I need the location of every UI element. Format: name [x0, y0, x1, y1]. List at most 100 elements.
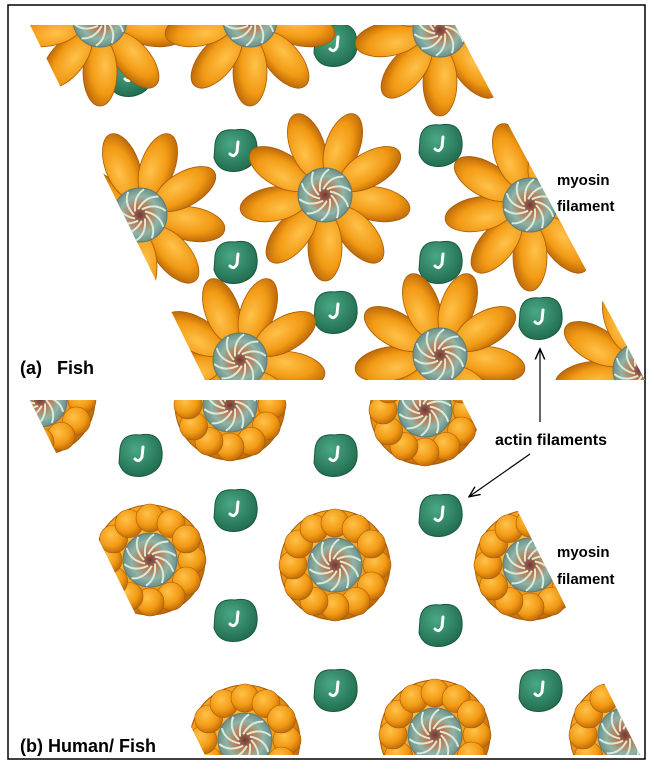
myosin-head	[632, 685, 654, 713]
myosin-head	[17, 0, 93, 26]
myosin-head	[174, 391, 202, 419]
myosin-head	[457, 700, 485, 728]
panel-label: (b) Human/ Fish	[20, 736, 156, 756]
myosin-head	[0, 386, 12, 414]
myosin-head	[630, 283, 654, 359]
myosin-head	[516, 509, 544, 537]
filament-core	[308, 538, 362, 592]
actin-filament	[314, 669, 357, 711]
actin-filament	[214, 129, 257, 171]
myosin-head	[457, 742, 485, 767]
myosin-head	[647, 700, 654, 728]
panel-b-lattice	[0, 344, 654, 767]
arrow	[470, 454, 530, 496]
core-spiral	[227, 8, 245, 23]
core-spiral	[645, 366, 654, 381]
core-spiral	[228, 387, 248, 400]
myosin-head	[167, 0, 243, 26]
core-spiral	[635, 344, 644, 366]
core-spiral	[42, 391, 66, 396]
core-spiral	[435, 4, 444, 26]
filament-core	[113, 188, 167, 242]
annotation: myosin	[557, 544, 610, 561]
actin-filament	[214, 489, 257, 531]
core-spiral	[646, 370, 653, 393]
core-spiral	[245, 0, 254, 16]
myosin-head	[107, 0, 183, 26]
myosin-head	[611, 679, 639, 707]
myosin-head	[252, 762, 280, 767]
actin-filament	[214, 241, 257, 283]
annotation: actin filaments	[495, 432, 607, 449]
filament-core	[413, 328, 467, 382]
actin-filament	[214, 599, 257, 641]
filament-core	[203, 378, 257, 432]
core-spiral	[87, 0, 94, 20]
annotation: filament	[557, 198, 615, 215]
actin-groove	[135, 672, 143, 686]
actin-groove	[125, 282, 133, 296]
myosin-head	[5, 422, 33, 450]
myosin-head	[430, 0, 485, 19]
actin-filament	[519, 669, 562, 711]
myosin-head	[357, 530, 385, 558]
core-spiral	[252, 11, 276, 16]
myosin-head	[267, 705, 295, 733]
core-spiral	[77, 8, 95, 23]
filament-core	[213, 333, 267, 387]
core-spiral	[642, 361, 654, 366]
filament-core	[598, 708, 652, 762]
myosin-head	[395, 0, 450, 19]
core-spiral	[225, 379, 234, 401]
myosin-head	[0, 365, 18, 393]
annotation: filament	[557, 571, 615, 588]
filament-core	[503, 178, 557, 232]
figure: (a) Fish myosin filament actin filaments…	[0, 0, 654, 767]
myosin-head	[590, 685, 618, 713]
myosin-head	[210, 762, 238, 767]
actin-filament	[314, 434, 357, 476]
filament-core	[408, 708, 462, 762]
actin-filament	[419, 124, 462, 166]
core-spiral	[98, 2, 118, 15]
myosin-head	[611, 763, 639, 767]
actin-filament	[119, 434, 162, 476]
myosin-head	[623, 388, 654, 456]
myosin-head	[26, 428, 54, 456]
core-spiral	[623, 717, 643, 730]
myosin-head	[257, 0, 333, 26]
filament-core	[73, 0, 127, 47]
myosin-head	[115, 582, 143, 610]
core-spiral	[27, 377, 34, 400]
core-spiral	[38, 382, 58, 395]
core-spiral	[627, 726, 651, 731]
actin-filament	[119, 659, 162, 701]
core-spiral	[237, 0, 244, 20]
core-spiral	[95, 0, 104, 16]
panel-label: (a) Fish	[20, 358, 94, 378]
filament-core	[223, 0, 277, 47]
core-spiral	[102, 11, 126, 16]
actin-filament	[419, 494, 462, 536]
myosin-head	[537, 515, 565, 543]
myosin-head	[647, 742, 654, 767]
actin-filament	[519, 297, 562, 339]
myosin-head	[52, 201, 125, 246]
actin-filament	[314, 291, 357, 333]
actin-filament	[419, 241, 462, 283]
actin-filament	[419, 604, 462, 646]
myosin-head	[0, 407, 18, 435]
annotation: myosin	[557, 172, 610, 189]
myosin-head	[100, 567, 128, 595]
filament-core	[503, 538, 557, 592]
actin-filament	[109, 269, 152, 311]
myosin-head	[647, 312, 654, 375]
panel-a-lattice	[12, 0, 654, 456]
filament-core	[123, 533, 177, 587]
core-spiral	[438, 12, 458, 25]
frame	[8, 5, 645, 759]
core-spiral	[638, 352, 654, 365]
myosin-head	[123, 233, 157, 301]
filament-core	[413, 3, 467, 57]
core-spiral	[248, 2, 268, 15]
